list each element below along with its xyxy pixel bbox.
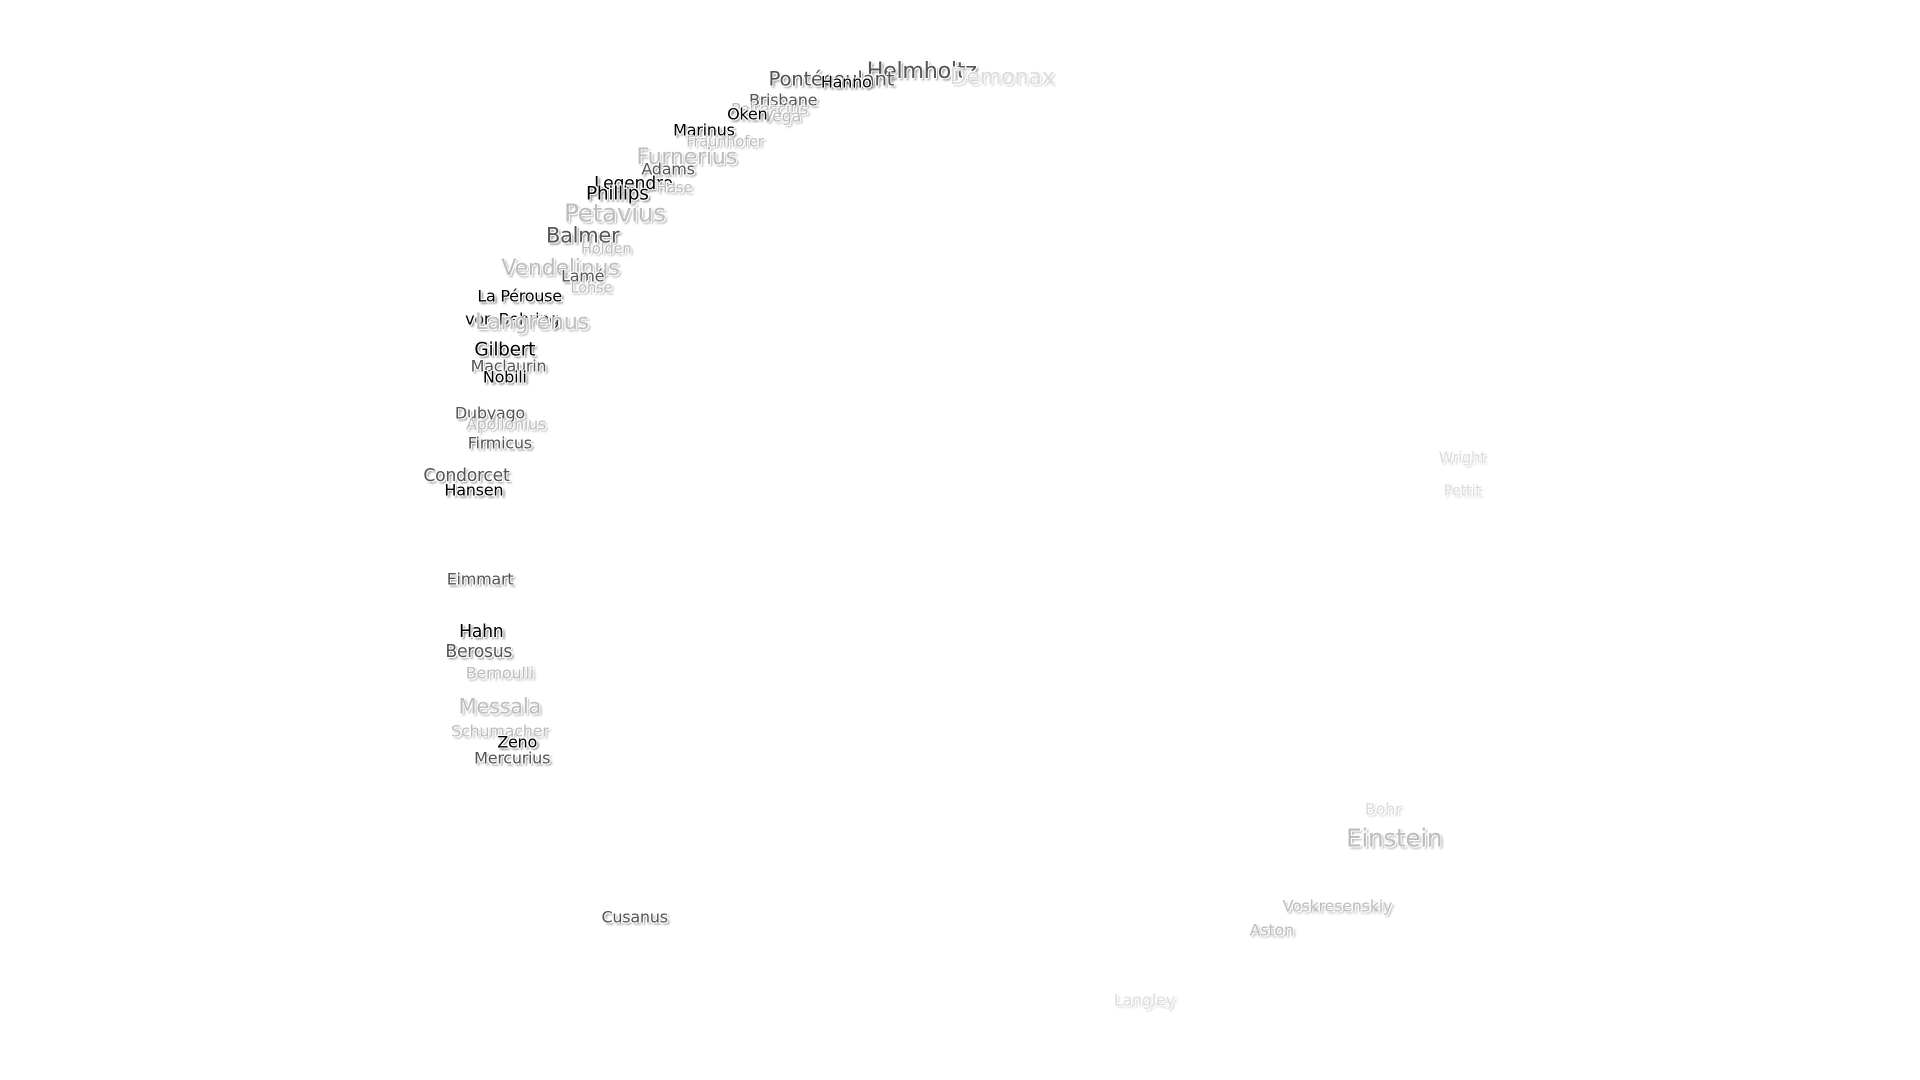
crater-label[interactable]: Voskresenskiy [1282, 896, 1393, 916]
crater-label[interactable]: Lamé [561, 266, 605, 286]
crater-label[interactable]: Hanno [820, 72, 872, 92]
crater-label[interactable]: Gilbert [474, 339, 536, 361]
crater-label[interactable]: Apollonius [465, 414, 546, 434]
crater-label[interactable]: Demonax [949, 63, 1055, 90]
crater-label[interactable]: Condorcet [423, 466, 510, 487]
crater-label[interactable]: Langley [1113, 990, 1175, 1010]
crater-label[interactable]: Oken [727, 104, 768, 124]
crater-label[interactable]: Maclaurin [470, 356, 547, 376]
crater-label[interactable]: Phillips [586, 183, 649, 205]
crater-label[interactable]: Schumacher [451, 721, 549, 741]
crater-label[interactable]: Hase [656, 179, 693, 197]
crater-label[interactable]: Marinus [673, 120, 735, 140]
crater-label[interactable]: Bohr [1364, 799, 1402, 819]
crater-label[interactable]: Dubyago [454, 403, 525, 423]
crater-label[interactable]: Fraunhofer [686, 133, 764, 151]
crater-label[interactable]: Peirescius [731, 99, 808, 119]
crater-label[interactable]: La Pérouse [477, 286, 562, 306]
crater-label[interactable]: Lohse [570, 279, 613, 297]
crater-label[interactable]: Vendelinus [501, 255, 620, 282]
crater-label[interactable]: Wright [1438, 449, 1486, 467]
crater-label[interactable]: Cusanus [601, 907, 668, 927]
crater-label[interactable]: Zeno [497, 732, 537, 752]
crater-label[interactable]: Vega [762, 106, 802, 126]
crater-label[interactable]: Bernoulli [465, 663, 534, 683]
crater-label[interactable]: Berosus [445, 641, 513, 662]
crater-label[interactable]: Adams [641, 159, 695, 179]
crater-label[interactable]: Pontécoulant [768, 67, 895, 91]
crater-label[interactable]: Eimmart [446, 569, 514, 589]
crater-label[interactable]: Legendre [594, 174, 673, 195]
crater-label[interactable]: Pettit [1443, 482, 1482, 500]
crater-label[interactable]: Balmer [545, 222, 620, 248]
crater-label[interactable]: Furnerius [636, 144, 737, 171]
crater-label[interactable]: von Behring [465, 309, 560, 329]
crater-label[interactable]: Einstein [1346, 823, 1443, 853]
crater-label[interactable]: Aston [1249, 920, 1295, 940]
crater-label[interactable]: Nobili [482, 367, 527, 387]
crater-label[interactable]: Langrenus [475, 308, 589, 335]
crater-label[interactable]: Firmicus [467, 433, 532, 453]
crater-label[interactable]: Mercurius [474, 748, 551, 768]
crater-label[interactable]: Messala [458, 693, 542, 719]
crater-label[interactable]: Holden [580, 240, 632, 258]
crater-label[interactable]: Hansen [444, 480, 504, 500]
crater-label[interactable]: Hahn [459, 622, 504, 643]
crater-label[interactable]: Petavius [563, 198, 666, 228]
crater-label[interactable]: Helmholtz [866, 57, 977, 84]
crater-label[interactable]: Brisbane [748, 90, 818, 110]
